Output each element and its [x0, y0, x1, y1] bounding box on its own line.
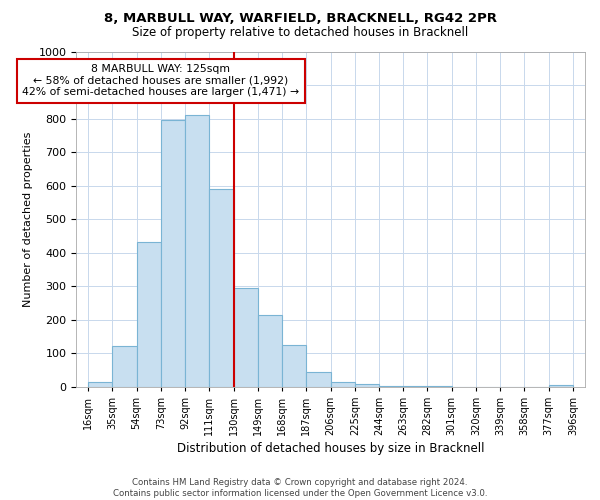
Bar [137, 242, 161, 386]
X-axis label: Distribution of detached houses by size in Bracknell: Distribution of detached houses by size … [177, 442, 484, 455]
Bar [161, 120, 185, 386]
Bar [306, 372, 331, 386]
Bar [258, 315, 282, 386]
Text: Size of property relative to detached houses in Bracknell: Size of property relative to detached ho… [132, 26, 468, 39]
Bar [185, 115, 209, 386]
Bar [209, 189, 233, 386]
Text: Contains HM Land Registry data © Crown copyright and database right 2024.
Contai: Contains HM Land Registry data © Crown c… [113, 478, 487, 498]
Text: 8, MARBULL WAY, WARFIELD, BRACKNELL, RG42 2PR: 8, MARBULL WAY, WARFIELD, BRACKNELL, RG4… [104, 12, 497, 26]
Bar [331, 382, 355, 386]
Bar [282, 344, 306, 387]
Bar [112, 346, 137, 387]
Y-axis label: Number of detached properties: Number of detached properties [23, 132, 33, 306]
Bar [233, 288, 258, 386]
Text: 8 MARBULL WAY: 125sqm
← 58% of detached houses are smaller (1,992)
42% of semi-d: 8 MARBULL WAY: 125sqm ← 58% of detached … [22, 64, 299, 98]
Bar [548, 385, 573, 386]
Bar [355, 384, 379, 386]
Bar [88, 382, 112, 386]
